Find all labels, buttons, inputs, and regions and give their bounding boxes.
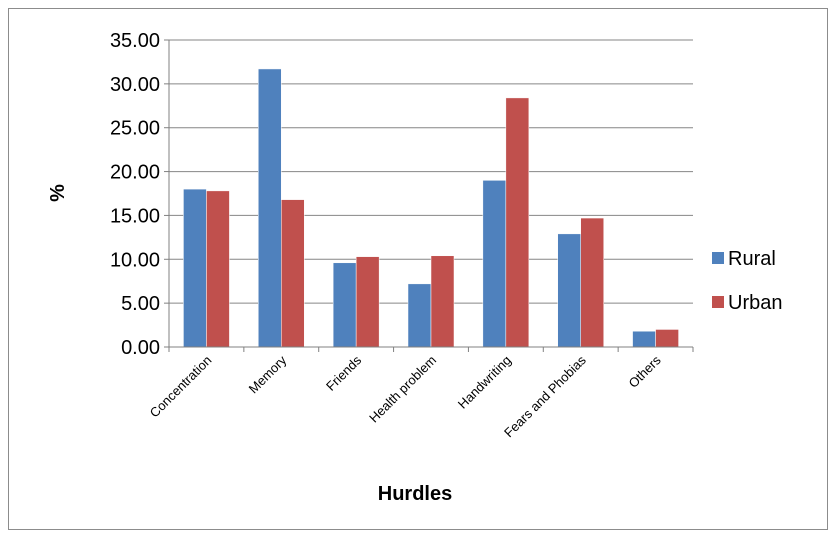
chart-frame <box>8 8 828 530</box>
bar-urban-fears-and-phobias <box>580 217 604 348</box>
y-tick-label: 35.00 <box>110 30 160 52</box>
y-tick-label: 30.00 <box>110 74 160 96</box>
y-axis-title: % <box>47 184 69 202</box>
y-tick-label: 0.00 <box>121 337 160 359</box>
bar-rural-friends <box>332 262 357 348</box>
bar-urban-friends <box>355 256 380 348</box>
category-label: Health problem <box>366 353 439 426</box>
y-tick-label: 10.00 <box>110 249 160 271</box>
bar-rural-memory <box>258 68 282 348</box>
category-label: Fears and Phobias <box>501 352 589 440</box>
bar-rural-others <box>632 330 656 348</box>
bar-urban-others <box>655 329 679 348</box>
y-tick-label: 5.00 <box>121 293 160 315</box>
bar-rural-handwriting <box>482 180 507 348</box>
x-axis-ticks <box>168 347 694 352</box>
bar-urban-health-problem <box>430 255 455 348</box>
bars <box>183 68 679 348</box>
bar-rural-concentration <box>183 188 207 348</box>
y-tick-label: 20.00 <box>110 162 160 184</box>
y-tick-label: 25.00 <box>110 118 160 140</box>
legend: Rural Urban <box>712 248 782 314</box>
bar-rural-health-problem <box>407 283 432 348</box>
y-axis-ticks: 0.00 5.00 10.00 15.00 20.00 25.00 30.00 35.00 <box>110 30 169 359</box>
bar-urban-handwriting <box>505 97 530 348</box>
bar-urban-concentration <box>206 190 230 348</box>
category-labels: Concentration Memory Friends Health problem… <box>147 352 664 440</box>
gridlines <box>169 39 693 304</box>
y-tick-label: 15.00 <box>110 205 160 227</box>
bar-urban-memory <box>281 199 305 348</box>
category-label: Handwriting <box>455 353 514 412</box>
category-label: Concentration <box>147 353 215 421</box>
category-label: Memory <box>246 352 290 396</box>
bar-rural-fears-and-phobias <box>557 233 581 348</box>
x-axis-title: Hurdles <box>378 483 452 505</box>
legend-label-rural: Rural <box>728 248 776 270</box>
legend-swatch-urban <box>712 296 724 308</box>
legend-label-urban: Urban <box>728 292 782 314</box>
category-label: Others <box>625 352 664 391</box>
legend-swatch-rural <box>712 252 724 264</box>
category-label: Friends <box>323 352 365 394</box>
